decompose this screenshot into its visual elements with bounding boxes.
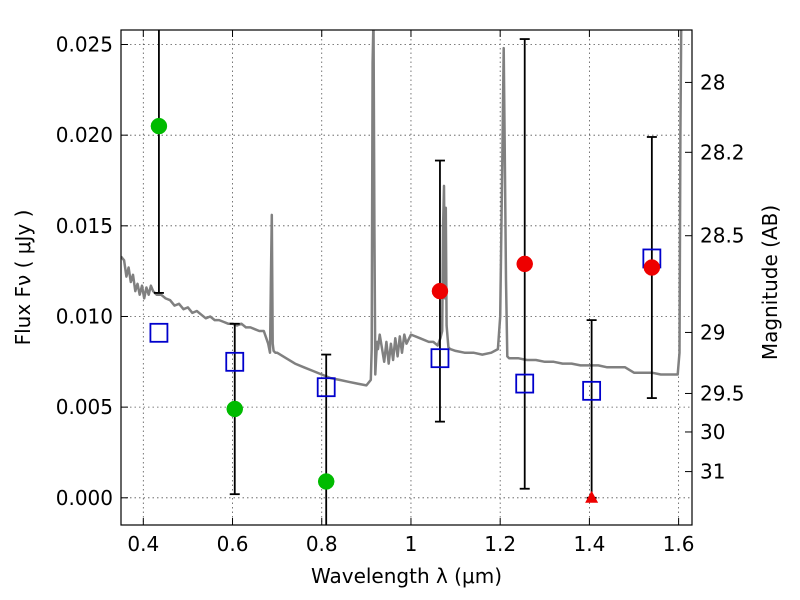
model-spectrum-line bbox=[121, 30, 683, 387]
marker-layer bbox=[149, 117, 662, 503]
y2-tick-label: 30 bbox=[700, 420, 725, 444]
y-tick-label: 0.000 bbox=[56, 486, 113, 510]
y2-tick-label: 28 bbox=[700, 70, 725, 94]
y2-tick-label: 28.5 bbox=[700, 224, 745, 248]
y-tick-label: 0.015 bbox=[56, 214, 113, 238]
model-flux-marker bbox=[430, 348, 450, 369]
y-axis-left: 0.000 0.005 0.010 0.015 0.020 0.025 bbox=[56, 33, 128, 510]
observed-flux-marker bbox=[150, 117, 168, 135]
observed-flux-marker bbox=[431, 282, 449, 300]
errorbar-layer bbox=[153, 30, 657, 525]
y2-tick-label: 31 bbox=[700, 460, 725, 484]
y-tick-label: 0.010 bbox=[56, 304, 113, 328]
x-axis: 0.4 0.6 0.8 1 1.2 1.4 1.6 bbox=[127, 30, 695, 556]
y2-axis-label: Magnitude (AB) bbox=[758, 205, 782, 360]
x-tick-label: 1 bbox=[405, 532, 418, 556]
x-tick-label: 1.2 bbox=[484, 532, 516, 556]
x-tick-label: 0.6 bbox=[217, 532, 249, 556]
model-flux-marker bbox=[225, 351, 245, 372]
upper-limit-marker bbox=[585, 490, 599, 503]
observed-flux-marker bbox=[643, 259, 661, 276]
x-axis-label: Wavelength λ (μm) bbox=[311, 564, 502, 588]
model-flux-marker bbox=[582, 380, 602, 401]
x-tick-label: 1.4 bbox=[573, 532, 605, 556]
model-flux-marker bbox=[149, 322, 169, 343]
y2-tick-label: 28.2 bbox=[700, 140, 745, 164]
y-tick-label: 0.025 bbox=[56, 33, 113, 57]
observed-flux-marker bbox=[226, 400, 244, 418]
y-axis-right: 28 28.2 28.5 29 29.5 30 31 bbox=[685, 70, 745, 484]
model-flux-marker bbox=[316, 377, 336, 398]
x-tick-label: 0.8 bbox=[306, 532, 338, 556]
y2-tick-label: 29 bbox=[700, 320, 725, 344]
plot-frame bbox=[120, 29, 693, 526]
y-tick-label: 0.005 bbox=[56, 395, 113, 419]
observed-flux-marker bbox=[317, 473, 335, 490]
y-axis-label: Flux Fν ( μJy ) bbox=[11, 210, 35, 346]
grid-lines bbox=[121, 30, 692, 525]
model-flux-marker bbox=[515, 373, 535, 394]
y2-tick-label: 29.5 bbox=[700, 381, 745, 405]
x-tick-label: 0.4 bbox=[127, 532, 159, 556]
x-tick-label: 1.6 bbox=[663, 532, 695, 556]
model-spectrum-layer bbox=[121, 30, 683, 387]
observed-flux-marker bbox=[516, 255, 533, 273]
y-tick-label: 0.020 bbox=[56, 123, 113, 147]
